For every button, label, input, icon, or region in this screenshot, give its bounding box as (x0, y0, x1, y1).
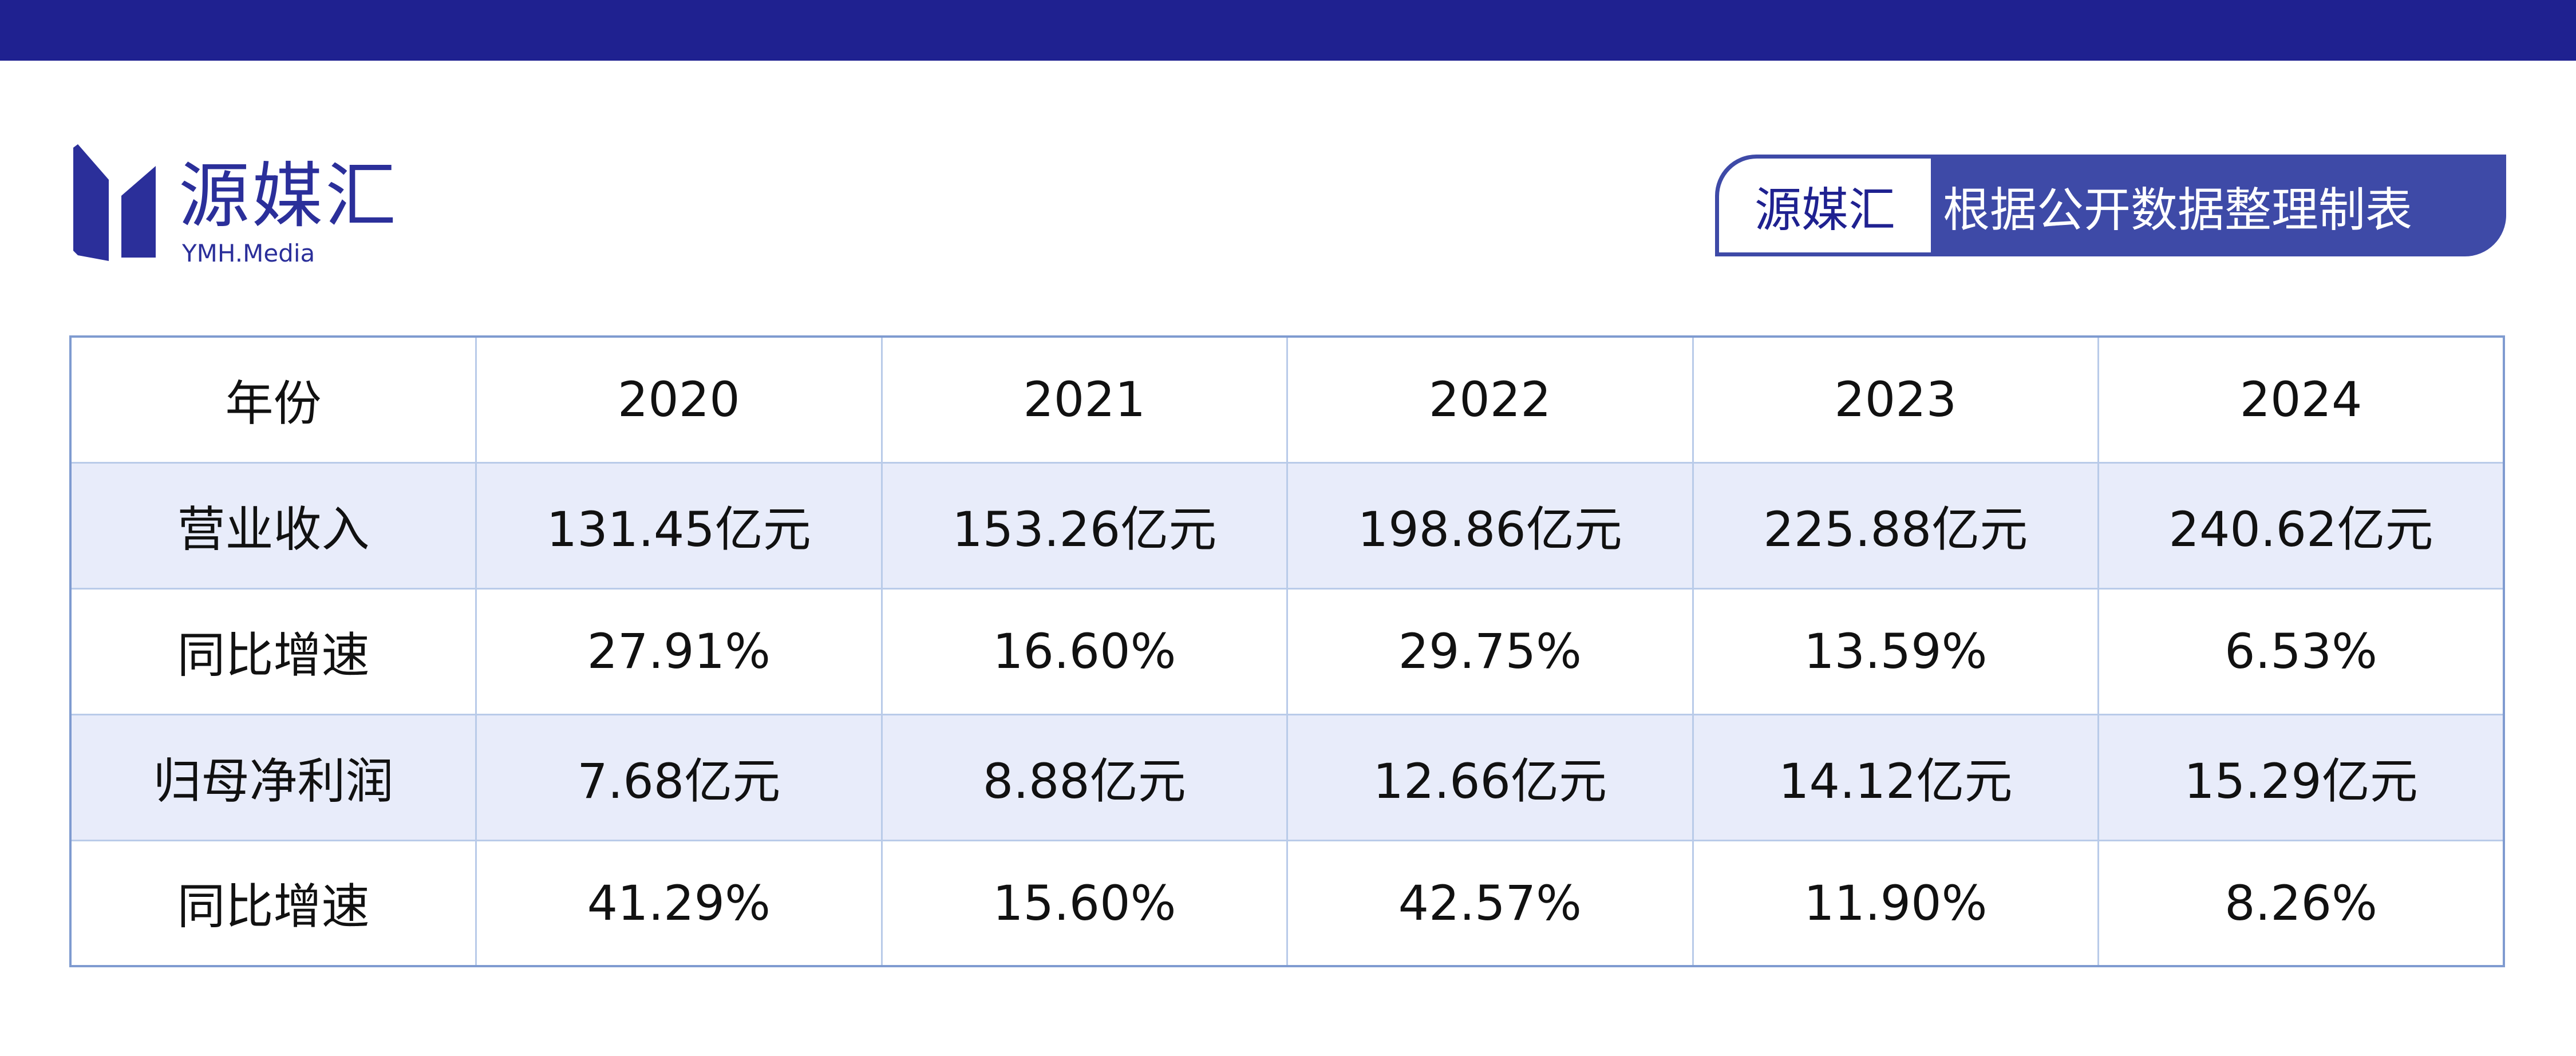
table-cell: 240.62亿元 (2097, 461, 2505, 590)
table-cell: 8.26% (2097, 839, 2505, 967)
row-label: 同比增速 (69, 587, 477, 715)
table-row-net-profit: 归母净利润 7.68亿元 8.88亿元 12.66亿元 14.12亿元 15.2… (69, 713, 2505, 841)
header-cell-2023: 2023 (1692, 335, 2099, 464)
table-cell: 7.68亿元 (475, 713, 883, 841)
source-note-badge: 源媒汇 根据公开数据整理制表 (1715, 155, 2506, 256)
logo-english-name: YMH.Media (182, 239, 315, 267)
table-cell: 131.45亿元 (475, 461, 883, 590)
header-cell-2020: 2020 (475, 335, 883, 464)
header-cell-2021: 2021 (880, 335, 1288, 464)
table-cell: 41.29% (475, 839, 883, 967)
source-brand-label: 源媒汇 (1754, 183, 1895, 238)
brand-logo: 源媒汇 YMH.Media (70, 143, 413, 275)
table-header-row: 年份 2020 2021 2022 2023 2024 (69, 335, 2505, 464)
table-cell: 12.66亿元 (1286, 713, 1694, 841)
logo-mark-icon (73, 144, 156, 261)
table-row-revenue: 营业收入 131.45亿元 153.26亿元 198.86亿元 225.88亿元… (69, 461, 2505, 590)
table-row-profit-growth: 同比增速 41.29% 15.60% 42.57% 11.90% 8.26% (69, 839, 2505, 967)
table-cell: 16.60% (880, 587, 1288, 715)
logo-chinese-name: 源媒汇 (179, 155, 399, 238)
table-cell: 42.57% (1286, 839, 1694, 967)
table-cell: 27.91% (475, 587, 883, 715)
table-cell: 15.29亿元 (2097, 713, 2505, 841)
financial-data-table: 年份 2020 2021 2022 2023 2024 营业收入 131.45亿… (69, 335, 2505, 967)
row-label: 同比增速 (69, 839, 477, 967)
header-cell-2024: 2024 (2097, 335, 2505, 464)
row-label: 归母净利润 (69, 713, 477, 841)
header-cell-year-label: 年份 (69, 335, 477, 464)
table-cell: 15.60% (880, 839, 1288, 967)
row-label: 营业收入 (69, 461, 477, 590)
table-row-revenue-growth: 同比增速 27.91% 16.60% 29.75% 13.59% 6.53% (69, 587, 2505, 715)
table-cell: 198.86亿元 (1286, 461, 1694, 590)
source-brand-box: 源媒汇 (1719, 159, 1931, 252)
table-cell: 153.26亿元 (880, 461, 1288, 590)
table-cell: 6.53% (2097, 587, 2505, 715)
table-cell: 13.59% (1692, 587, 2099, 715)
table-cell: 29.75% (1286, 587, 1694, 715)
table-cell: 14.12亿元 (1692, 713, 2099, 841)
table-cell: 225.88亿元 (1692, 461, 2099, 590)
source-note-text: 根据公开数据整理制表 (1943, 183, 2413, 238)
header-cell-2022: 2022 (1286, 335, 1694, 464)
table-cell: 8.88亿元 (880, 713, 1288, 841)
top-banner-bar (0, 0, 2576, 61)
table-cell: 11.90% (1692, 839, 2099, 967)
